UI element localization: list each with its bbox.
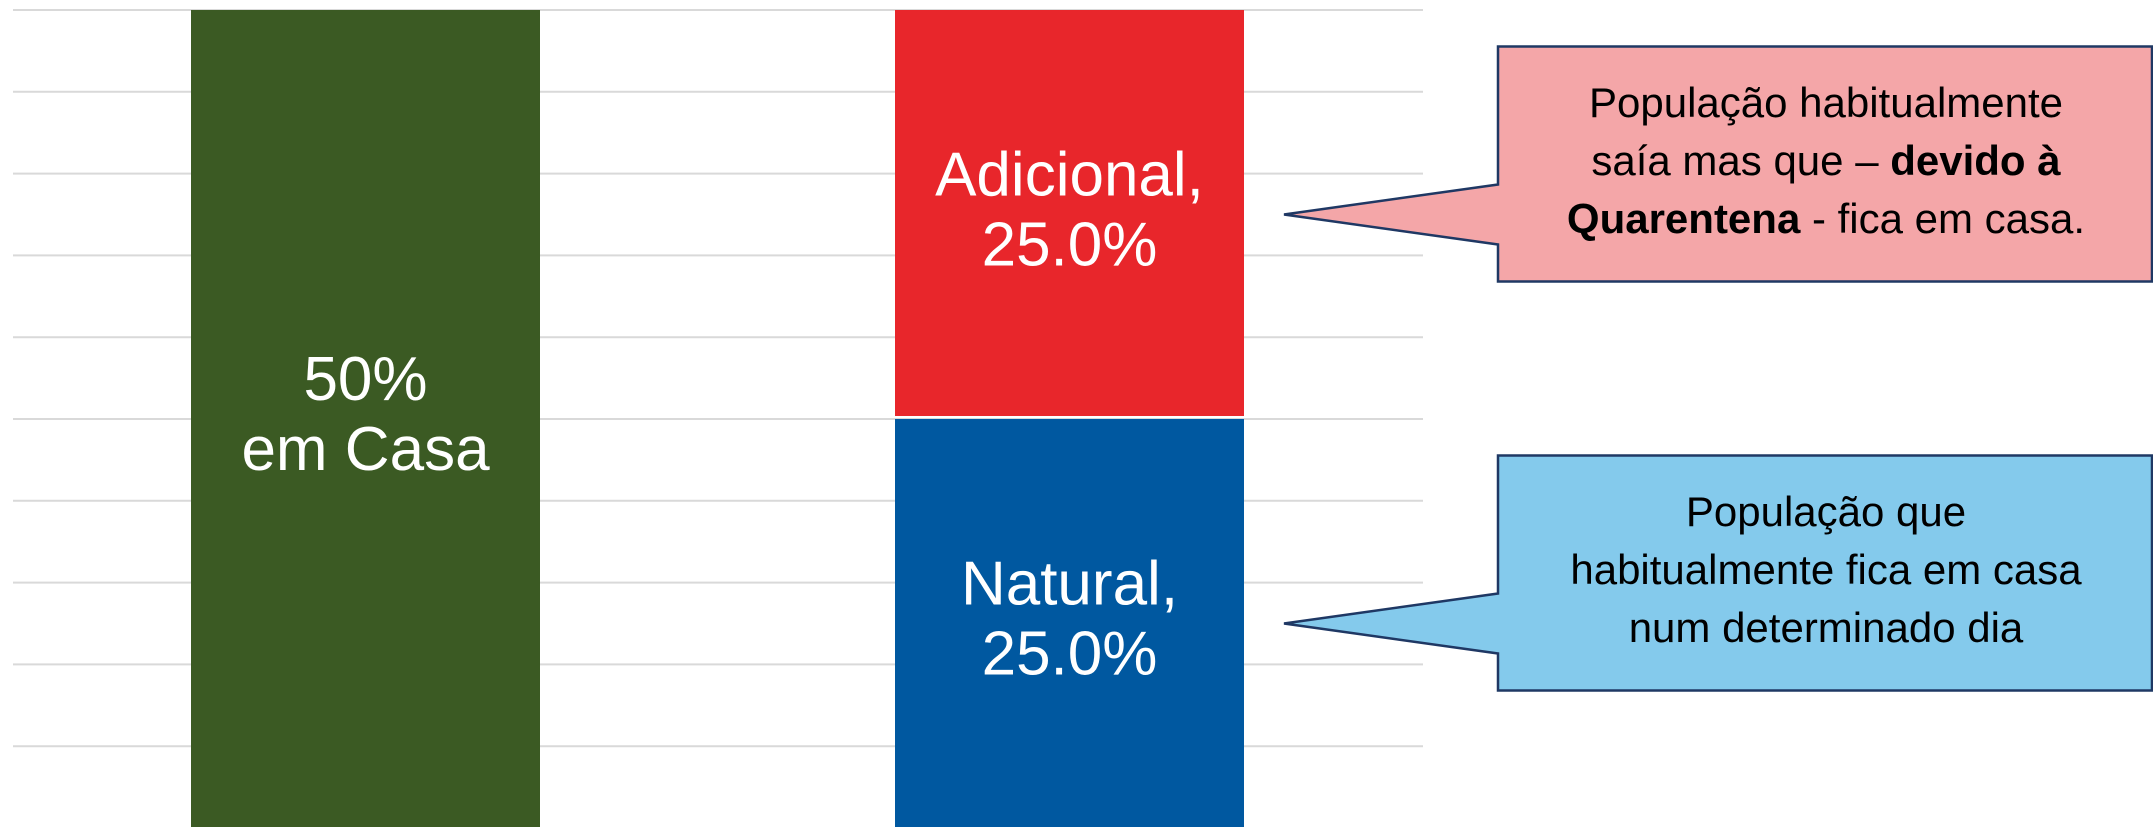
value-label-line: 25.0% (982, 620, 1158, 689)
callout-text: Quarentena (1567, 195, 1801, 242)
callout-line: Quarentena - fica em casa. (1567, 195, 2085, 242)
callout-line: habitualmente fica em casa (1570, 546, 2082, 593)
callout-text: devido à (1890, 137, 2061, 184)
value-label: 50% em Casa (241, 345, 490, 484)
callout-text: População que (1686, 488, 1966, 535)
callout (1283, 454, 2153, 692)
callout-text: num determinado dia (1629, 604, 2024, 651)
callout-line: saía mas que – devido à (1591, 137, 2061, 184)
value-label-line: em Casa (241, 415, 490, 484)
value-label-line: 50% (303, 345, 427, 414)
callout-text: - fica em casa. (1800, 195, 2085, 242)
value-label: Natural, 25.0% (961, 550, 1178, 689)
bar-segment (895, 10, 1244, 416)
value-label-line: 25.0% (982, 211, 1158, 280)
callout-line: População habitualmente (1589, 79, 2063, 126)
callout (1283, 45, 2153, 283)
bar-segment (191, 10, 540, 827)
callout-text: saía mas que – (1591, 137, 1890, 184)
callout-text: habitualmente fica em casa (1570, 546, 2082, 593)
callout-line: num determinado dia (1629, 604, 2024, 651)
bar-segment (895, 419, 1244, 827)
callout-text: População habitualmente (1589, 79, 2063, 126)
value-label-line: Adicional, (935, 141, 1204, 210)
value-label: Adicional, 25.0% (935, 141, 1204, 280)
value-label-line: Natural, (961, 550, 1178, 619)
callout-line: População que (1686, 488, 1966, 535)
